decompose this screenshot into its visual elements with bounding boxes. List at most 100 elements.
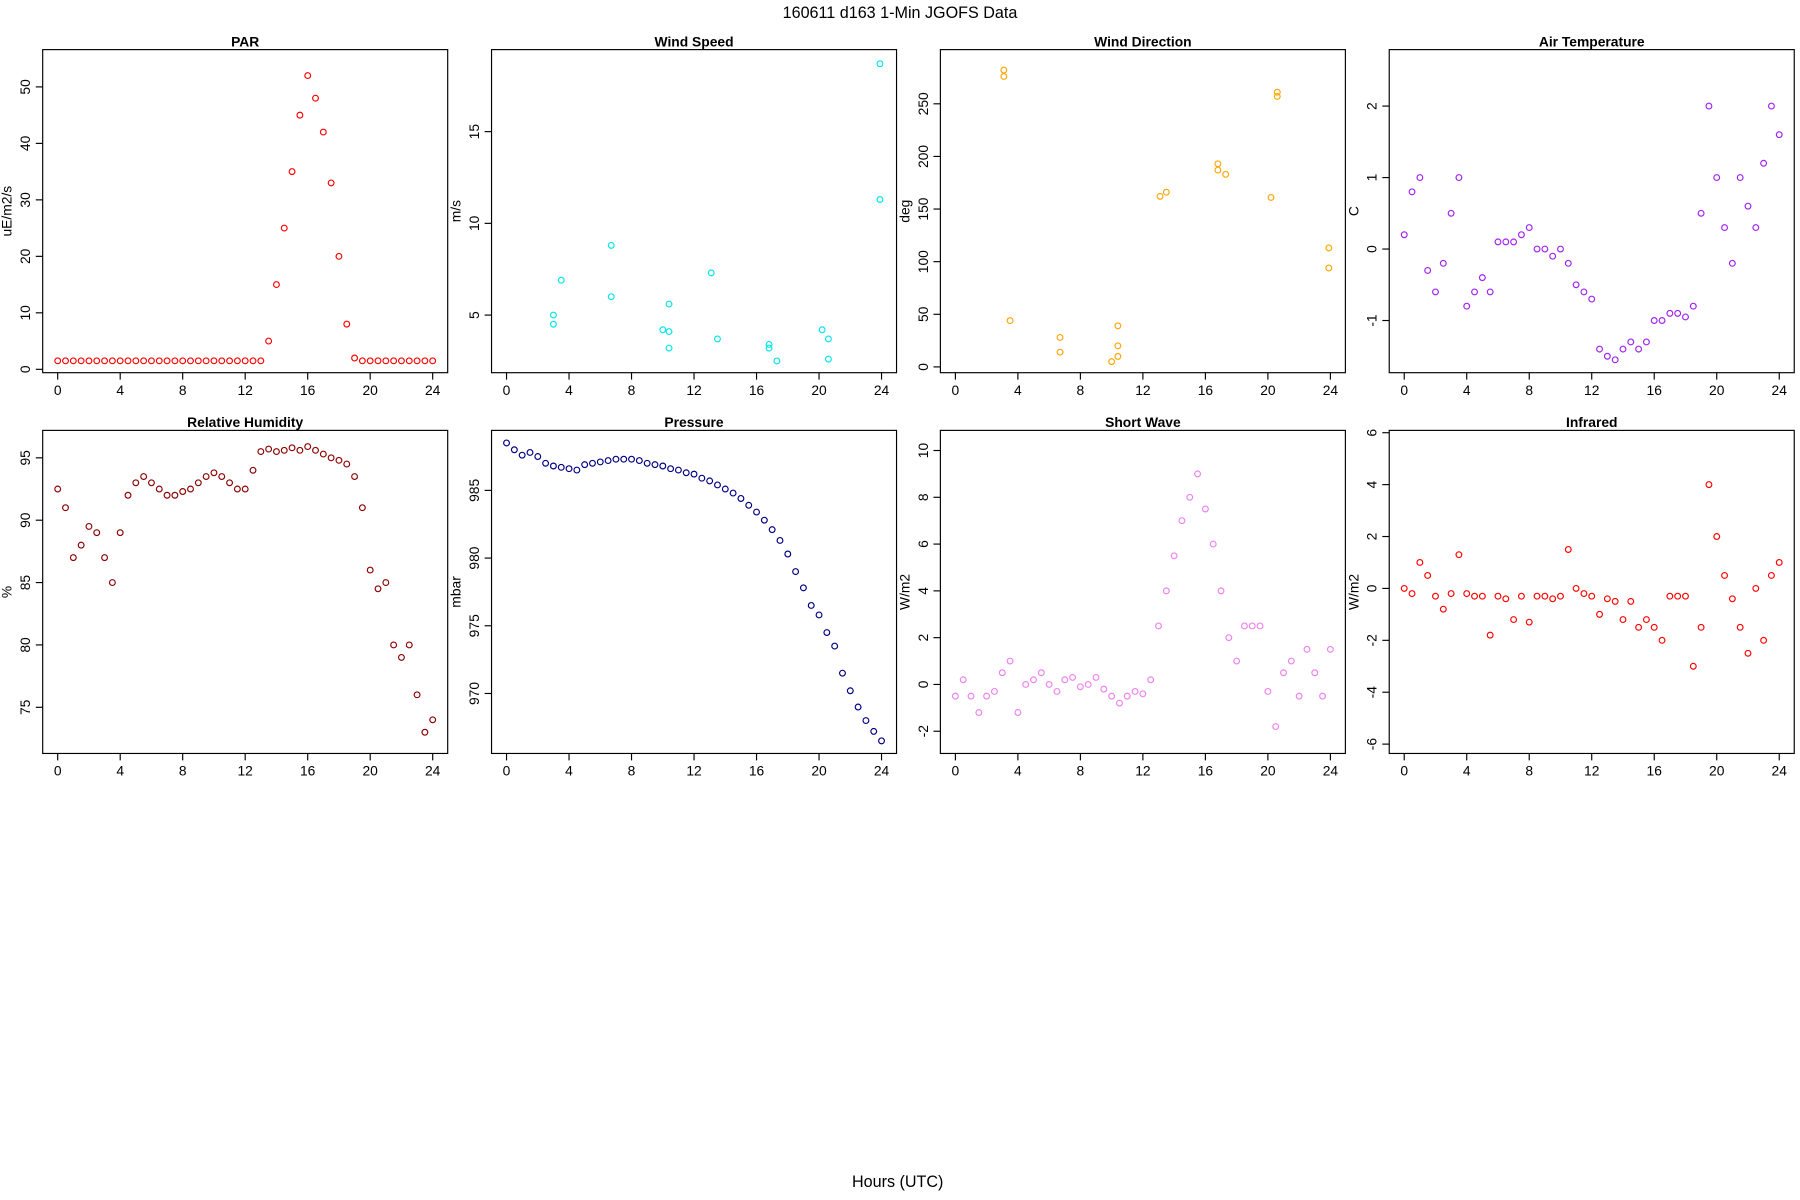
data-point (799, 584, 807, 592)
x-tick-label: 12 (1135, 763, 1150, 779)
x-tick-label: 20 (1709, 763, 1725, 779)
data-point (405, 357, 413, 365)
x-tick-label: 20 (362, 382, 378, 398)
data-point (706, 477, 714, 485)
data-point (1432, 288, 1439, 296)
y-tick-label: 2 (915, 634, 931, 642)
data-point (1006, 317, 1014, 325)
data-point (1713, 174, 1721, 182)
data-point (823, 629, 831, 637)
x-tick-label: 24 (1323, 763, 1339, 779)
data-point (1549, 252, 1557, 260)
x-tick-label: 24 (425, 763, 441, 779)
data-point (429, 357, 437, 365)
data-point (257, 448, 265, 456)
data-point (1006, 657, 1014, 665)
data-point (257, 357, 265, 365)
data-point (745, 501, 753, 509)
data-point (1697, 209, 1705, 217)
data-point (1635, 345, 1643, 353)
data-point (312, 446, 319, 454)
data-point (1533, 245, 1541, 253)
data-point (358, 504, 366, 512)
x-tick-label: 4 (565, 382, 573, 398)
y-tick-label: -6 (1364, 738, 1380, 751)
data-point (1114, 342, 1122, 350)
data-point (975, 709, 983, 716)
data-point (1061, 676, 1069, 684)
data-point (358, 357, 366, 365)
y-tick-label: 80 (17, 637, 33, 653)
data-point (815, 611, 823, 619)
data-point (753, 508, 761, 516)
data-point (1471, 288, 1479, 296)
y-tick-label: -2 (1364, 634, 1380, 646)
data-point (1767, 102, 1775, 110)
data-point (542, 459, 550, 467)
data-point (1056, 348, 1064, 356)
data-point (382, 579, 390, 587)
y-tick-label: 985 (466, 479, 482, 502)
data-point (557, 463, 565, 471)
data-point (792, 568, 800, 576)
y-tick-label: 2 (1364, 102, 1380, 110)
data-point (643, 459, 651, 467)
data-point (163, 357, 171, 365)
data-point (249, 357, 257, 365)
x-tick-label: 20 (1260, 382, 1276, 398)
data-point (343, 320, 351, 328)
x-tick-label: 24 (874, 763, 890, 779)
data-point (1557, 245, 1564, 253)
data-point (1432, 592, 1439, 600)
x-tick-label: 12 (237, 382, 252, 398)
data-point (405, 641, 413, 649)
data-point (1053, 688, 1061, 695)
data-point (1760, 636, 1768, 644)
data-point (651, 461, 659, 469)
y-tick-label: 1 (1364, 173, 1380, 181)
x-tick-label: 16 (300, 382, 316, 398)
data-point (312, 94, 319, 102)
y-tick-label: 980 (466, 546, 482, 569)
x-tick-label: 12 (686, 382, 701, 398)
data-point (737, 495, 745, 502)
data-point (1439, 605, 1447, 613)
panel-title: PAR (231, 33, 259, 49)
data-point (132, 479, 140, 487)
data-point (179, 488, 187, 495)
data-point (226, 357, 234, 365)
data-point (171, 357, 179, 365)
data-point (116, 357, 124, 365)
data-point (1014, 709, 1022, 716)
x-tick-label: 8 (628, 382, 636, 398)
y-tick-label: -2 (915, 725, 931, 737)
data-point (1775, 559, 1783, 566)
y-tick-label: 0 (1364, 584, 1380, 592)
data-point (194, 479, 202, 487)
data-point (210, 469, 218, 477)
data-point (1721, 224, 1729, 232)
x-tick-label: 12 (1584, 763, 1599, 779)
data-point (62, 357, 69, 365)
y-tick-label: 75 (17, 699, 33, 715)
data-point (1611, 356, 1619, 364)
data-point (635, 457, 643, 465)
data-point (674, 466, 682, 474)
x-tick-label: 24 (425, 382, 441, 398)
data-point (765, 344, 773, 352)
x-tick-label: 16 (300, 763, 316, 779)
x-tick-label: 4 (1463, 763, 1471, 779)
data-point (1658, 317, 1666, 324)
y-tick-label: 20 (17, 248, 33, 264)
data-point (1705, 481, 1713, 489)
y-tick-label: 150 (915, 197, 931, 220)
data-point (765, 340, 773, 348)
data-point (620, 455, 628, 463)
data-point (1147, 676, 1155, 684)
x-tick-label: 8 (1525, 763, 1533, 779)
panel-title: Infrared (1566, 414, 1617, 430)
data-point (1642, 338, 1650, 346)
data-point (1240, 622, 1248, 630)
plot-frame (1388, 429, 1795, 755)
